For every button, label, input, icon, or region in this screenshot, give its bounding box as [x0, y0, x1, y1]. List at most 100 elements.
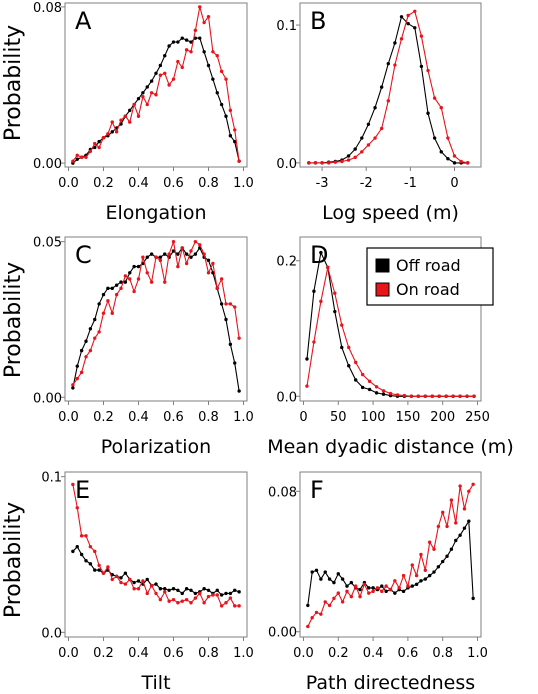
- panel-c-series-off-road-point: [97, 302, 101, 306]
- panel-e-series-off-road-point: [224, 591, 228, 596]
- panel-e-series-off-road-point: [180, 591, 184, 596]
- panel-c-series-off-road-point: [71, 386, 75, 390]
- panel-f-series-off-road-point: [419, 579, 423, 583]
- panel-e-xlabel: Tilt: [140, 672, 170, 694]
- panel-c-series-off-road-point: [206, 258, 211, 263]
- panel-b-series-on-road-point: [399, 37, 404, 41]
- panel-c-series-on-road-point: [167, 252, 171, 256]
- panel-a-xlabel: Elongation: [105, 202, 206, 224]
- panel-e-series-on-road-point: [163, 590, 167, 594]
- panel-b-series-on-road-point: [452, 154, 457, 158]
- panel-e-series-on-road-point: [141, 579, 145, 583]
- panel-e-series-off-road-point: [154, 582, 158, 586]
- panel-a-series-on-road-point: [106, 132, 110, 136]
- panel-d-series-on-road-point: [402, 393, 407, 398]
- panel-f-series-off-road-point: [401, 589, 406, 594]
- panel-d-series-on-road-point: [416, 394, 421, 398]
- panel-f-series-off-road-point: [427, 573, 432, 578]
- panel-b-series-on-road-point: [446, 136, 450, 140]
- panel-b-series-on-road-point: [333, 160, 338, 164]
- panel-f-series-off-road-point: [445, 554, 449, 558]
- panel-d-xtick-label: 250: [465, 410, 490, 425]
- panel-d-series-on-road-point: [395, 393, 400, 397]
- panel-a-series-on-road-point: [93, 141, 97, 146]
- panel-d-xtick-label: 0: [299, 410, 307, 425]
- panel-a-series-off-road-point: [184, 38, 189, 42]
- panel-d-series-on-road-point: [381, 389, 386, 393]
- panel-c-series-off-road-point: [228, 342, 233, 347]
- panel-e-series-on-road-point: [119, 580, 123, 585]
- panel-d-series-off-road-point: [333, 309, 337, 314]
- panel-d-series-off-road-point: [319, 250, 323, 255]
- panel-a-series-on-road-point: [206, 14, 211, 19]
- panel-c-series-on-road-point: [119, 286, 123, 291]
- panel-f-series-on-road-point: [401, 573, 406, 578]
- panel-c-series-off-road-point: [114, 283, 119, 287]
- panel-c-series-on-road-point: [141, 255, 145, 259]
- panel-c-series-on-road-point: [206, 271, 211, 275]
- panel-e-series-on-road-point: [158, 597, 163, 602]
- panel-d-series-off-road-point: [353, 378, 358, 382]
- panel-b-series-on-road-point: [326, 161, 331, 165]
- panel-a-series-on-road-point: [193, 28, 198, 33]
- panel-b-series-off-road-point: [373, 106, 377, 110]
- panel-a-series-on-road-point: [202, 20, 206, 25]
- panel-f-xtick-label: 0.4: [363, 646, 384, 661]
- panel-e-series-off-road-point: [79, 552, 84, 557]
- panel-f-series-off-road-point: [323, 570, 327, 574]
- panel-b-series-off-road-line: [308, 15, 468, 164]
- panel-e-series-on-road-point: [228, 596, 233, 600]
- panel-a-series-off-road-point: [167, 44, 171, 48]
- panel-e-series-on-road-point: [167, 599, 171, 603]
- panel-d-series-off-road-point: [340, 345, 344, 350]
- panel-c-series-on-road-point: [176, 264, 180, 269]
- panel-c-series-on-road-point: [154, 255, 158, 259]
- panel-f-series-off-road-point: [414, 582, 419, 587]
- panel-f-letter: F: [310, 476, 324, 504]
- panel-e-series-off-road-point: [123, 571, 128, 575]
- panel-c-series-on-road-point: [189, 249, 193, 253]
- panel-e-series-on-road-point: [123, 582, 128, 586]
- panel-d-series-on-road-point: [326, 265, 330, 270]
- panel-a-series-off-road-point: [97, 139, 101, 144]
- panel-f-series-on-road-point: [410, 563, 414, 567]
- panel-f-series-on-road-point: [327, 603, 332, 608]
- panel-b-letter: B: [310, 7, 326, 35]
- panel-e-series-on-road-point: [176, 601, 180, 605]
- panel-b-series-on-road-point: [366, 143, 371, 147]
- panel-c-series-on-road-point: [136, 277, 141, 281]
- panel-e-series-off-road-point: [158, 587, 163, 591]
- panel-e-series-on-road-line: [72, 484, 240, 607]
- panel-a-series-on-road-point: [237, 159, 241, 163]
- panel-b-series-on-road-point: [346, 158, 351, 162]
- panel-a-series-off-road-point: [206, 63, 211, 68]
- panel-e-series-off-road-point: [193, 591, 198, 596]
- panel-e-series-on-road-point: [128, 577, 132, 582]
- panel-b-series-off-road-point: [406, 21, 410, 26]
- panel-a-series-off-road-point: [110, 130, 114, 134]
- panel-b-series-on-road-point: [340, 159, 344, 164]
- panel-e-series-off-road-point: [71, 549, 75, 554]
- panel-c-series-off-road-point: [149, 252, 154, 256]
- panel-e-series-on-road-point: [101, 571, 106, 575]
- panel-b-xtick-label: -3: [316, 176, 329, 191]
- panel-e-ylabel: Probability: [1, 502, 26, 618]
- panel-d-series-off-road-point: [374, 391, 379, 395]
- panel-b-xtick-label: -1: [404, 176, 417, 191]
- panel-a-series-on-road-point: [219, 69, 224, 74]
- panel-b-series-on-road-point: [413, 9, 417, 13]
- panel-e-series-off-road-point: [93, 568, 97, 572]
- panel-f-series-on-road-point: [471, 482, 475, 486]
- panel-b-series-off-road-point: [393, 41, 397, 45]
- panel-f-series-on-road-point: [458, 484, 462, 488]
- panel-f-series-on-road-point: [314, 610, 319, 615]
- panel-b-series-off-road-point: [426, 111, 430, 115]
- panel-c-series-on-road-point: [114, 292, 119, 297]
- panel-a-series-on-road-point: [110, 120, 114, 124]
- panel-a-frame: [64, 2, 248, 168]
- panel-d-series-off-road-point: [312, 289, 316, 293]
- panel-c-series-on-road-point: [128, 277, 132, 281]
- panel-f-series-off-road-point: [367, 586, 371, 590]
- panel-d-series-on-road-point: [340, 323, 344, 327]
- panel-e-frame: [64, 471, 248, 638]
